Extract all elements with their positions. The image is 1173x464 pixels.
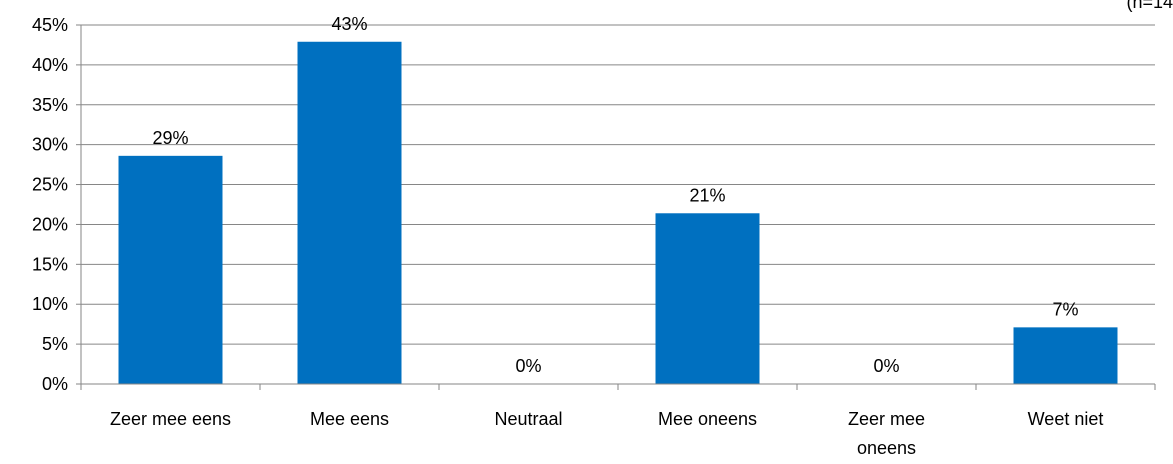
y-tick-label: 40%: [32, 55, 68, 75]
data-labels: 29% 43% 0% 21% 0% 7%: [152, 14, 1078, 376]
y-tick-label: 5%: [42, 334, 68, 354]
x-axis: Zeer mee eens Mee eens Neutraal Mee oneens Z…: [80, 383, 1156, 458]
data-label: 21%: [689, 185, 725, 205]
data-label: 29%: [152, 128, 188, 148]
y-tick-label: 0%: [42, 374, 68, 394]
y-tick-label: 35%: [32, 95, 68, 115]
data-label: 7%: [1052, 299, 1078, 319]
y-axis: 0% 5% 10% 15% 20% 25% 30% 35% 40% 45%: [32, 15, 82, 394]
category-label: Zeer mee eens: [110, 409, 231, 429]
data-label: 0%: [873, 356, 899, 376]
bars: [118, 41, 1118, 385]
bar: [1013, 327, 1118, 384]
category-label: Mee oneens: [658, 409, 757, 429]
category-label: Neutraal: [494, 409, 562, 429]
bar: [297, 41, 402, 385]
y-tick-label: 20%: [32, 214, 68, 234]
category-label: Zeer mee oneens: [848, 409, 925, 458]
category-label: Mee eens: [310, 409, 389, 429]
data-label: 0%: [515, 356, 541, 376]
bar: [655, 213, 760, 384]
y-tick-label: 15%: [32, 254, 68, 274]
gridlines: [81, 24, 1155, 345]
bar: [118, 155, 223, 384]
y-tick-label: 30%: [32, 135, 68, 155]
data-label: 43%: [331, 14, 367, 34]
y-tick-label: 45%: [32, 15, 68, 35]
sample-size-note: (n=14): [1126, 0, 1173, 12]
y-tick-label: 10%: [32, 294, 68, 314]
y-tick-label: 25%: [32, 175, 68, 195]
category-label: Weet niet: [1028, 409, 1104, 429]
